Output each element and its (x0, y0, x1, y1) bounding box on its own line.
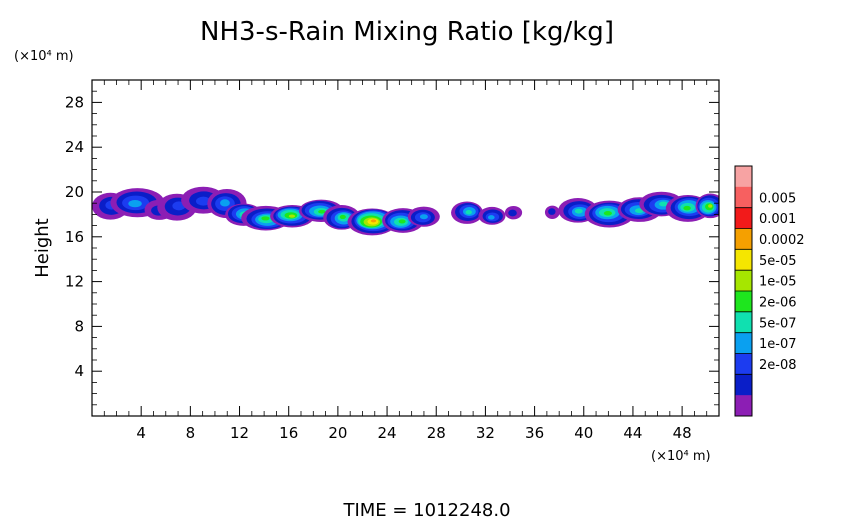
colorbar-swatch (735, 353, 752, 375)
heat-contour-level (288, 214, 296, 218)
heat-blob (695, 193, 719, 219)
heat-contour-level (370, 219, 377, 223)
y-axis-ticks: 4 8 12 16 20 24 28 (65, 90, 719, 406)
x-unit-label: (×10⁴ m) (651, 449, 711, 464)
heat-contour-level (574, 208, 583, 214)
y-unit-label: (×10⁴ m) (14, 49, 74, 64)
heat-contour-level (261, 216, 270, 221)
heat-contour-level (508, 209, 517, 217)
x-tick-label: 16 (279, 424, 298, 442)
y-axis-label: Height (32, 218, 53, 278)
colorbar-label: 5e-05 (759, 254, 797, 269)
colorbar-label: 1e-07 (759, 337, 797, 352)
heat-blob (451, 201, 484, 224)
colorbar-swatch (735, 374, 752, 396)
heat-blob (407, 206, 440, 227)
colorbar-swatch (735, 395, 752, 417)
colorbar-swatch (735, 249, 752, 271)
x-tick-label: 20 (328, 424, 347, 442)
x-tick-label: 24 (378, 424, 397, 442)
y-tick-label: 16 (65, 228, 84, 246)
colorbar-swatch (735, 207, 752, 229)
y-tick-label: 4 (74, 362, 84, 380)
colorbar-label: 2e-06 (759, 295, 797, 310)
y-tick-label: 20 (65, 183, 84, 201)
heat-contour-level (683, 205, 691, 211)
heat-contour-level (128, 200, 142, 208)
x-tick-label: 12 (230, 424, 249, 442)
colorbar-swatch (735, 332, 752, 354)
heat-blob (504, 205, 523, 220)
colorbar-label: 0.001 (759, 212, 796, 227)
y-tick-label: 12 (65, 273, 84, 291)
heat-contour-level (398, 219, 406, 224)
plot-frame (91, 79, 720, 417)
y-tick-label: 8 (74, 317, 84, 335)
heat-contour-level (548, 208, 556, 215)
colorbar: 0.005 0.001 0.0002 5e-05 1e-05 2e-06 5e-07 1e-0… (734, 165, 805, 417)
colorbar-swatch (735, 228, 752, 250)
heat-contour-level (603, 211, 612, 216)
colorbar-label: 5e-07 (759, 316, 797, 331)
x-tick-label: 28 (427, 424, 446, 442)
y-tick-label: 28 (65, 93, 84, 111)
x-axis-ticks: 4 8 12 16 20 24 28 32 36 40 44 48 (103, 80, 708, 442)
y-tick-label: 24 (65, 138, 84, 156)
heat-contour-level (487, 215, 495, 220)
x-tick-label: 40 (574, 424, 593, 442)
colorbar-swatch (735, 186, 752, 209)
colorbar-label: 0.0002 (759, 233, 805, 248)
heat-contour-level (339, 214, 346, 220)
colorbar-swatch (735, 270, 752, 292)
heat-contour-level (465, 209, 472, 215)
heatmap-field (92, 186, 719, 236)
heat-contour-level (708, 204, 713, 208)
heat-contour-level (195, 196, 211, 206)
chart-title: NH3-s-Rain Mixing Ratio [kg/kg] (200, 17, 614, 47)
time-label: TIME = 1012248.0 (342, 500, 510, 519)
x-tick-label: 4 (136, 424, 146, 442)
heat-blob (478, 206, 506, 225)
colorbar-swatch (735, 291, 752, 313)
heat-contour-level (220, 199, 230, 207)
x-tick-label: 36 (525, 424, 544, 442)
colorbar-label: 2e-08 (759, 358, 797, 373)
heat-contour-level (659, 201, 668, 207)
colorbar-label: 0.005 (759, 191, 796, 206)
colorbar-swatch (735, 166, 752, 188)
colorbar-swatch (735, 311, 752, 334)
heat-contour-level (318, 209, 326, 214)
colorbar-label: 1e-05 (759, 275, 797, 290)
heat-contour-level (419, 214, 428, 220)
x-tick-label: 8 (186, 424, 196, 442)
x-tick-label: 32 (476, 424, 495, 442)
x-tick-label: 44 (623, 424, 642, 442)
x-tick-label: 48 (673, 424, 692, 442)
heat-blob (544, 205, 560, 220)
